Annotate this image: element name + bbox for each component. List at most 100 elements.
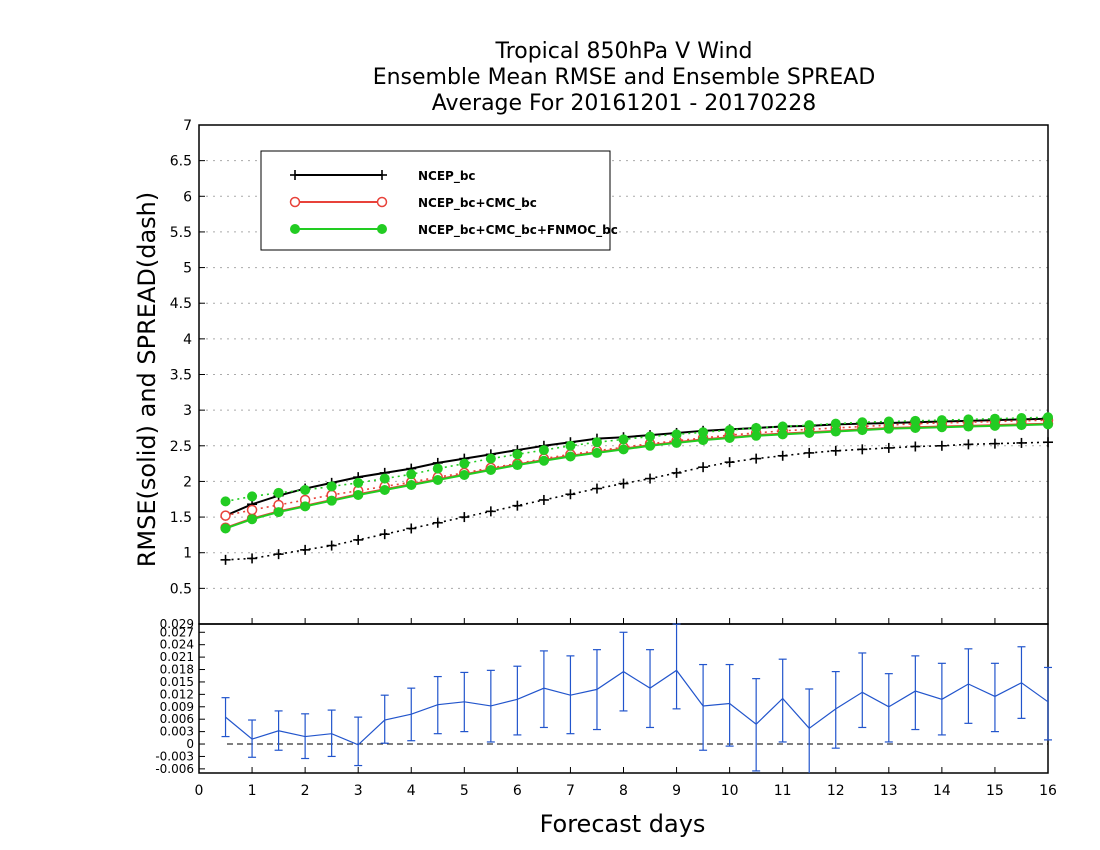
data-point <box>326 495 337 506</box>
legend-box <box>260 150 611 251</box>
chart-title-line: Tropical 850hPa V Wind <box>494 39 752 64</box>
y-tick-label: 4 <box>183 332 192 348</box>
y-tick-label: 0.009 <box>160 700 194 714</box>
x-tick-label: 5 <box>460 783 469 799</box>
data-point <box>1043 412 1053 423</box>
data-point <box>485 453 496 464</box>
main-series <box>220 412 1054 565</box>
data-point <box>698 427 709 438</box>
data-point <box>220 523 231 534</box>
data-point <box>777 429 788 440</box>
data-point <box>989 413 1000 424</box>
data-point <box>671 429 682 440</box>
data-point <box>247 514 258 525</box>
y-tick-label: 6 <box>183 189 192 205</box>
y-tick-label: 0.027 <box>160 625 194 639</box>
data-point <box>406 469 417 480</box>
y-tick-label: 4.5 <box>170 296 192 312</box>
data-point <box>377 224 387 234</box>
difference-y-axis: -0.006-0.00300.0030.0060.0090.0120.0150.… <box>155 617 205 776</box>
data-point <box>1043 419 1053 430</box>
y-tick-label: 3 <box>183 403 192 419</box>
data-point <box>290 224 300 234</box>
series-1 <box>220 414 1054 534</box>
legend: NCEP_bc NCEP_bc+CMC_bc NCEP_bc+CMC_bc+FNMO… <box>260 150 618 251</box>
data-point <box>804 420 815 431</box>
data-point <box>353 534 364 545</box>
data-point <box>300 544 311 555</box>
data-point <box>910 422 921 433</box>
data-point <box>963 414 974 425</box>
data-point <box>883 442 894 453</box>
data-point <box>220 496 231 507</box>
data-point <box>406 479 417 490</box>
data-point <box>645 440 656 451</box>
data-point <box>857 444 868 455</box>
data-point <box>1016 420 1027 431</box>
data-point <box>963 439 974 450</box>
y-tick-label: 2.5 <box>170 439 192 455</box>
data-point <box>724 432 735 443</box>
data-point <box>289 196 301 208</box>
chart-title-line: Ensemble Mean RMSE and Ensemble SPREAD <box>373 65 876 90</box>
x-tick-label: 12 <box>827 783 845 799</box>
data-point <box>830 418 841 429</box>
spread-line <box>225 419 1049 517</box>
chart-title-line: Average For 20161201 - 20170228 <box>432 91 817 116</box>
data-point <box>459 512 470 523</box>
data-point <box>326 540 337 551</box>
x-tick-label: 1 <box>248 783 257 799</box>
data-point <box>247 553 258 564</box>
data-point <box>512 460 523 471</box>
data-point <box>353 489 364 500</box>
data-point <box>565 440 576 451</box>
data-point <box>830 445 841 456</box>
y-tick-label: 3.5 <box>170 368 192 384</box>
data-point <box>376 196 388 208</box>
data-point <box>377 170 387 180</box>
y-tick-label: 7 <box>183 118 192 134</box>
x-tick-label: 16 <box>1039 783 1057 799</box>
data-point <box>353 477 364 488</box>
data-point <box>432 463 443 474</box>
y-tick-label: 0 <box>186 737 194 751</box>
x-tick-label: 11 <box>774 783 792 799</box>
data-point <box>220 510 231 521</box>
data-point <box>671 437 682 448</box>
data-point <box>857 417 868 428</box>
x-tick-label: 0 <box>195 783 204 799</box>
data-point <box>618 434 629 445</box>
y-tick-label: -0.006 <box>155 762 194 776</box>
data-point <box>963 421 974 432</box>
data-point <box>698 462 709 473</box>
y-tick-label: 0.029 <box>160 617 194 631</box>
data-point <box>618 478 629 489</box>
legend-label: NCEP_bc+CMC_bc <box>418 196 537 211</box>
difference-line <box>225 669 1049 746</box>
data-point <box>751 430 762 441</box>
data-point <box>459 458 470 469</box>
data-point <box>538 494 549 505</box>
data-point <box>379 484 390 495</box>
data-point <box>406 523 417 534</box>
y-tick-label: 5 <box>183 261 192 277</box>
data-point <box>379 529 390 540</box>
x-tick-label: 8 <box>619 783 628 799</box>
y-tick-label: 0.006 <box>160 712 194 726</box>
difference-series <box>221 623 1052 773</box>
x-tick-label: 14 <box>933 783 951 799</box>
difference-panel: -0.006-0.00300.0030.0060.0090.0120.0150.… <box>155 617 1052 776</box>
data-point <box>989 420 1000 431</box>
data-point <box>273 507 284 518</box>
data-point <box>246 504 258 516</box>
data-point <box>910 441 921 452</box>
data-point <box>698 435 709 446</box>
y-tick-label: 0.018 <box>160 663 194 677</box>
main-panel: 0.5 1 1.5 2 2.5 3 3.5 4 4.5 5 5.5 6 6.5 7 RMSE(solid)… <box>133 118 1054 625</box>
main-y-axis: 0.5 1 1.5 2 2.5 3 3.5 4 4.5 5 5.5 6 6.5 7 <box>170 118 205 597</box>
y-tick-label: 5.5 <box>170 225 192 241</box>
y-tick-label: 1 <box>183 546 192 562</box>
x-tick-label: 4 <box>407 783 416 799</box>
legend-label: NCEP_bc <box>418 169 476 184</box>
data-point <box>538 445 549 456</box>
